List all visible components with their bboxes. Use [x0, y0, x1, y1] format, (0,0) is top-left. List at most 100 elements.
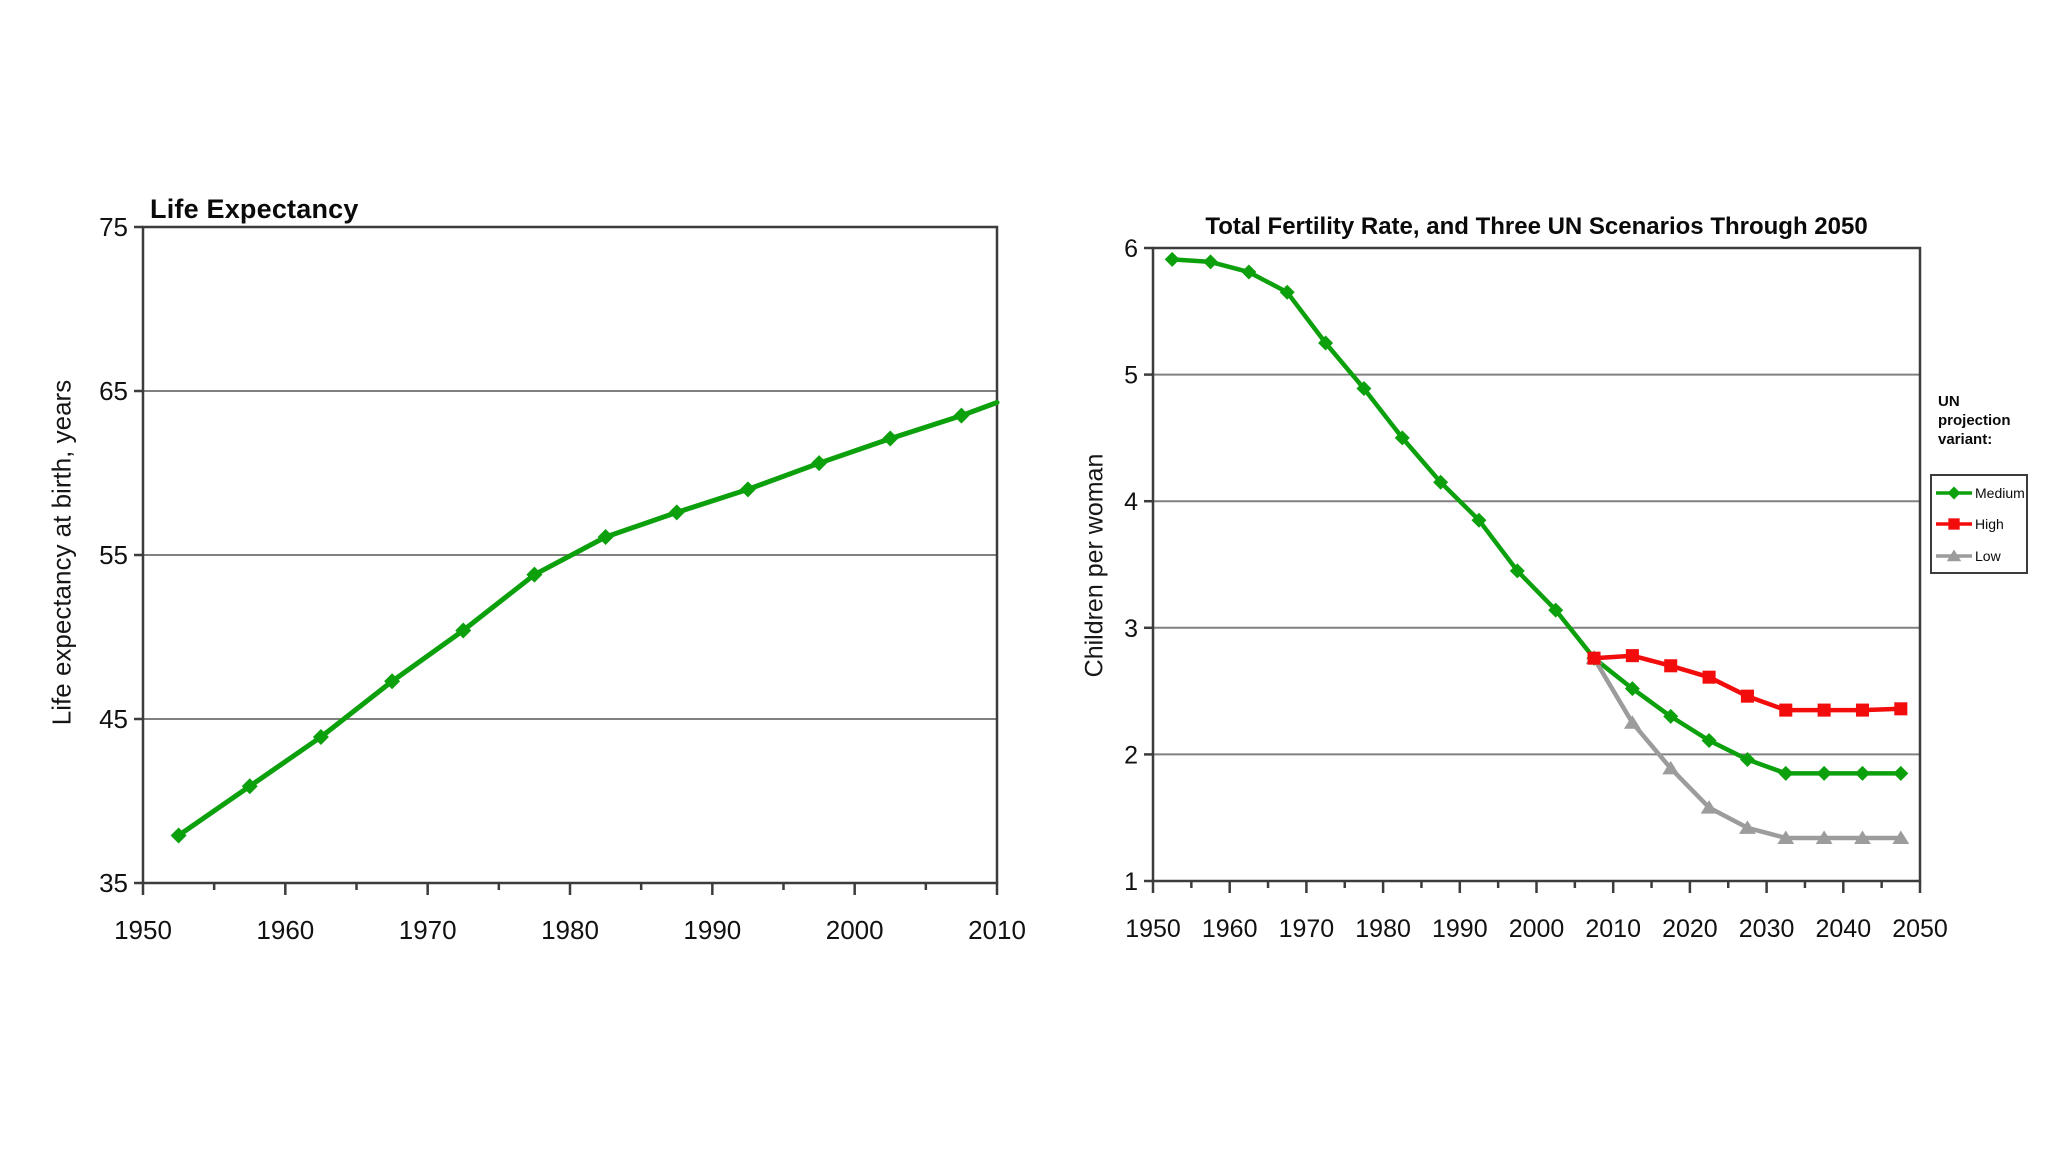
series-marker-diamond [1893, 765, 1909, 781]
low-marker-icon [1936, 549, 1972, 561]
series-marker-triangle [1777, 830, 1795, 844]
series-marker-square [1779, 703, 1793, 717]
series-marker-diamond [882, 430, 899, 447]
y-tick-label: 2 [1124, 741, 1138, 769]
series-marker-square [1817, 703, 1831, 717]
x-tick-label: 1950 [114, 915, 172, 945]
high-series-swatch-icon [1934, 516, 1974, 532]
series-marker-diamond [1663, 708, 1679, 724]
series-line-total-fertility-rate-observed- [1169, 257, 1597, 661]
series-marker-diamond [1739, 751, 1755, 767]
series-marker-square [1587, 651, 1601, 665]
y-tick-label: 6 [1124, 235, 1138, 263]
series-marker-diamond [312, 729, 329, 746]
series-marker-triangle [1854, 830, 1871, 844]
series-marker-diamond [811, 455, 828, 472]
y-tick-label: 45 [99, 704, 128, 734]
x-tick-label: 1960 [256, 915, 314, 945]
x-tick-label: 2010 [1585, 915, 1641, 943]
x-tick-label: 2000 [826, 915, 884, 945]
x-tick-label: 2040 [1815, 915, 1871, 943]
y-tick-label: 75 [99, 212, 128, 242]
plot-area [1153, 248, 1920, 881]
y-tick-label: 1 [1124, 868, 1138, 896]
series-marker-square [1625, 649, 1639, 663]
x-tick-label: 1980 [1355, 915, 1411, 943]
low-series-swatch-icon [1934, 548, 1974, 564]
y-tick-label: 35 [99, 868, 128, 898]
series-marker-diamond [526, 566, 543, 583]
y-tick-label: 4 [1124, 488, 1138, 516]
x-tick-label: 1970 [1279, 915, 1335, 943]
legend-box: Medium High Low [1930, 474, 2028, 574]
series-marker-diamond [1279, 284, 1295, 300]
series-marker-diamond [241, 778, 258, 795]
x-tick-label: 2050 [1892, 915, 1948, 943]
y-tick-label: 3 [1124, 615, 1138, 643]
legend-item-low: Low [1932, 541, 2026, 571]
x-tick-label: 1950 [1125, 915, 1181, 943]
series-marker-triangle [1739, 820, 1756, 834]
series-marker-triangle [1662, 760, 1680, 775]
y-tick-label: 65 [99, 376, 128, 406]
legend-label-high: High [1975, 516, 2004, 532]
series-marker-triangle [1815, 830, 1833, 844]
series-marker-diamond [1854, 765, 1870, 781]
x-tick-label: 2020 [1662, 915, 1718, 943]
series-marker-square [1702, 670, 1716, 684]
series-marker-diamond [1356, 381, 1372, 397]
x-tick-label: 1970 [399, 915, 457, 945]
series-marker-diamond [1241, 264, 1257, 280]
series-marker-diamond [1318, 335, 1334, 351]
series-marker-square [1740, 689, 1754, 703]
x-tick-label: 1980 [541, 915, 599, 945]
series-marker-triangle [1700, 800, 1718, 814]
series-marker-diamond [1433, 474, 1449, 490]
series-marker-diamond [1394, 430, 1410, 446]
left-chart-title: Life Expectancy [150, 194, 359, 224]
y-tick-label: 5 [1124, 362, 1138, 390]
series-marker-square [1664, 659, 1678, 673]
series-marker-diamond [668, 504, 685, 521]
x-tick-label: 2030 [1739, 915, 1795, 943]
series-marker-diamond [384, 673, 401, 690]
series-marker-diamond [739, 481, 756, 498]
medium-marker-icon [1936, 486, 1972, 499]
series-marker-diamond [1471, 512, 1487, 528]
series-marker-diamond [1624, 681, 1640, 697]
right-chart-title: Total Fertility Rate, and Three UN Scena… [1205, 213, 1868, 240]
legend-title: UN projection variant: [1938, 393, 2011, 448]
series-marker-diamond [455, 622, 472, 639]
series-marker-diamond [1509, 563, 1525, 579]
series-marker-diamond [597, 528, 614, 545]
series-marker-square [1894, 702, 1908, 716]
series-marker-diamond [1816, 765, 1832, 781]
fertility-chart: 1 2 3 4 5 6 1950 1960 1970 1980 1990 2000 2010 2020 20… [1124, 235, 1948, 943]
x-tick-label: 2000 [1509, 915, 1565, 943]
series-marker-square [1855, 703, 1869, 717]
right-y-axis-label: Children per woman [1080, 453, 1109, 678]
series-marker-diamond [1203, 254, 1219, 270]
y-tick-label: 55 [99, 540, 128, 570]
life-expectancy-chart: 35 45 55 65 75 1950 1960 1970 1980 1990 2000 2010 [99, 212, 1026, 945]
series-marker-triangle [1892, 830, 1910, 844]
x-tick-label: 1990 [1432, 915, 1488, 943]
series-marker-diamond [1778, 765, 1794, 781]
series-marker-triangle [1623, 715, 1641, 729]
high-marker-icon [1936, 518, 1972, 530]
legend-label-low: Low [1975, 547, 2001, 564]
x-tick-label: 1990 [683, 915, 741, 945]
series-marker-diamond [1701, 732, 1717, 748]
series-marker-diamond [953, 407, 970, 424]
medium-series-swatch-icon [1934, 485, 1974, 501]
legend-item-medium: Medium [1932, 478, 2026, 508]
series-marker-diamond [170, 827, 187, 844]
series-marker-diamond [1164, 251, 1180, 267]
x-tick-label: 2010 [968, 915, 1026, 945]
left-y-axis-label: Life expectancy at birth, years [46, 379, 77, 726]
legend-item-high: High [1932, 509, 2026, 539]
legend-label-medium: Medium [1975, 484, 2025, 501]
series-marker-diamond [1548, 602, 1564, 618]
